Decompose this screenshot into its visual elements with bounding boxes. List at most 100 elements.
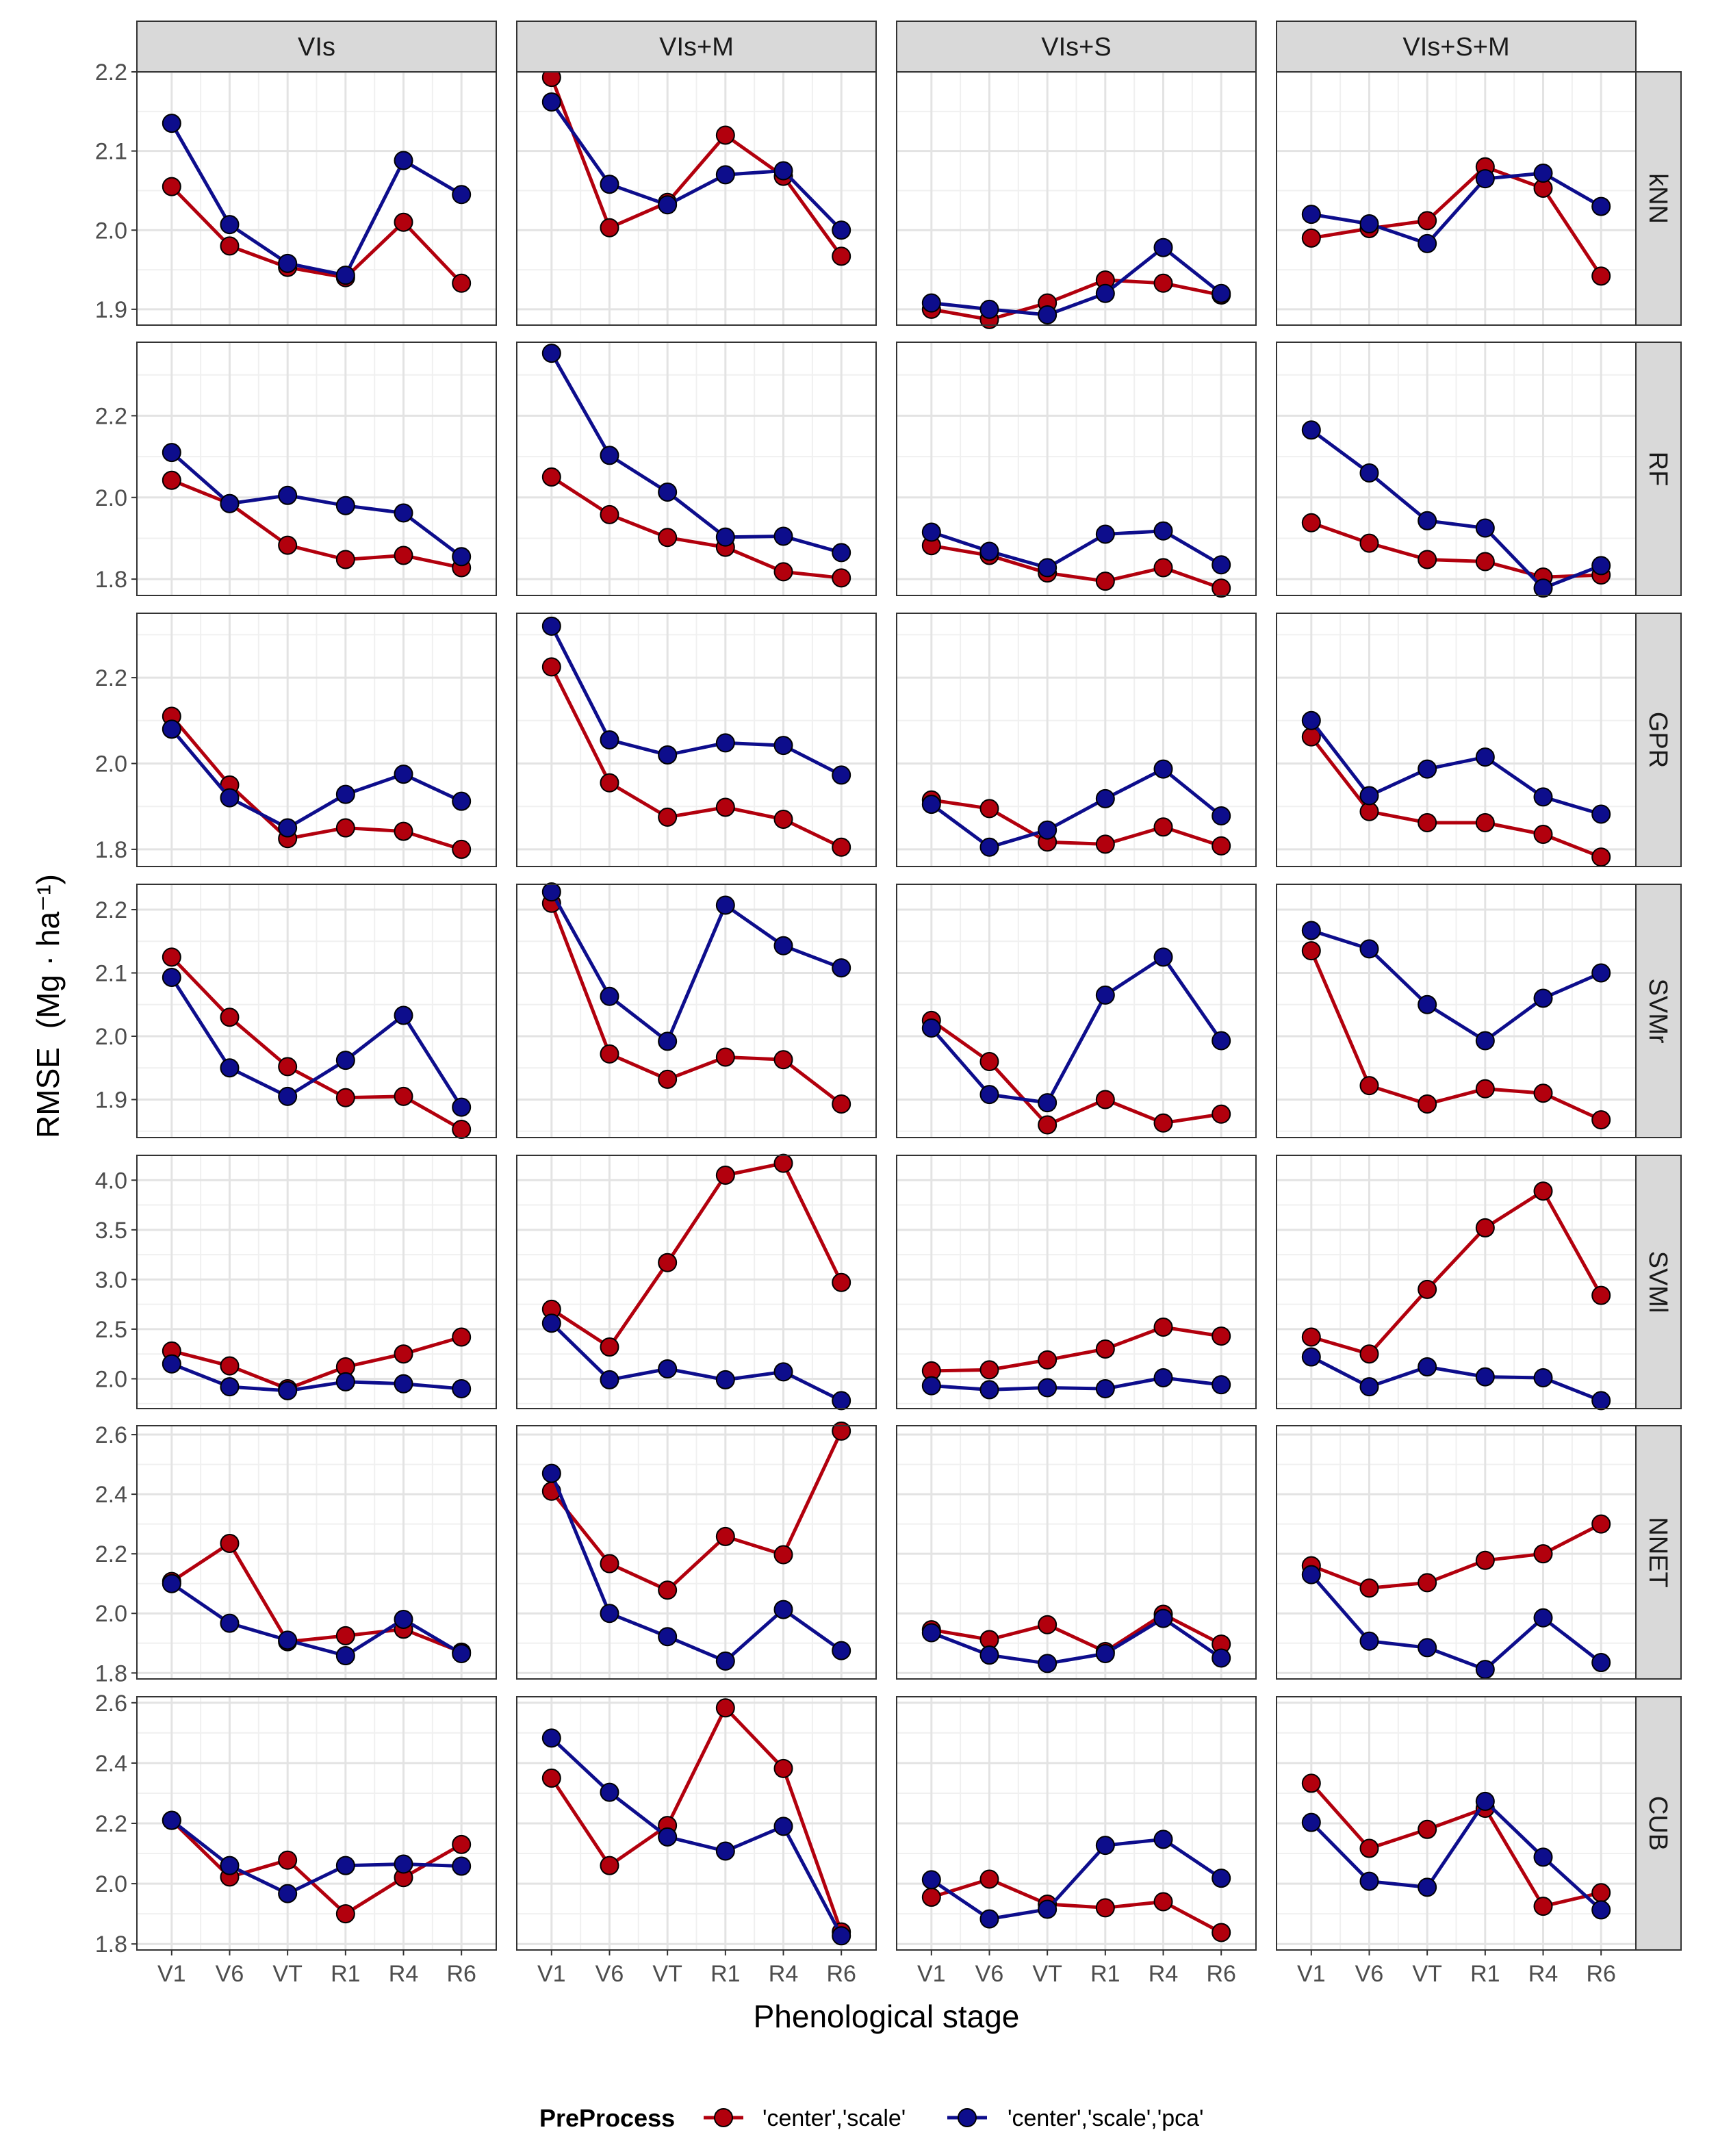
series-center-scale-point-V6 xyxy=(600,1044,619,1064)
series-center-scale-point-R4 xyxy=(1533,1544,1553,1564)
panel-border xyxy=(516,342,877,596)
series-center-scale-point-R4 xyxy=(1153,558,1173,578)
series-center-scale-pca-point-R4 xyxy=(1533,988,1553,1008)
row-strip xyxy=(1635,613,1682,867)
series-center-scale-point-VT xyxy=(278,1850,298,1870)
y-tick-label: 2.0 xyxy=(95,1024,127,1050)
series-center-scale-pca-line xyxy=(1310,1799,1602,1912)
y-tick-label: 3.5 xyxy=(95,1218,127,1244)
series-center-scale-point-V6 xyxy=(600,1337,619,1357)
legend: PreProcess 'center','scale' 'center','sc… xyxy=(539,2104,1204,2132)
y-axis-title-main: RMSE xyxy=(30,1047,66,1138)
series-center-scale-pca-point-R4 xyxy=(394,151,413,170)
panel-VIs+M-NNET xyxy=(516,1421,877,1680)
x-tick-label: R1 xyxy=(1470,1961,1500,1987)
column-strip xyxy=(896,21,1257,73)
panel-border xyxy=(896,613,1257,867)
series-center-scale-point-R4 xyxy=(1153,1892,1173,1912)
panel-VIs+S-SVMl xyxy=(896,1155,1257,1409)
series-center-scale-pca-point-R6 xyxy=(452,1378,472,1398)
series-center-scale-pca-line xyxy=(170,451,463,559)
row-strip-label: SVMr xyxy=(1643,979,1672,1044)
series-center-scale-pca-point-R6 xyxy=(1591,196,1611,216)
series-center-scale-pca-point-V1 xyxy=(921,1623,941,1643)
series-center-scale-point-V6 xyxy=(979,799,999,819)
series-center-scale-pca-line xyxy=(550,101,843,232)
series-center-scale-pca-point-R6 xyxy=(832,765,851,785)
x-tick-label: V1 xyxy=(1297,1961,1326,1987)
series-center-scale-pca-point-V1 xyxy=(1301,205,1321,224)
series-center-scale-pca-point-R1 xyxy=(715,165,735,185)
series-center-scale-pca-point-VT xyxy=(658,483,678,502)
series-center-scale-pca-point-V1 xyxy=(1301,921,1321,940)
series-center-scale-pca-point-R1 xyxy=(1475,169,1495,189)
series-center-scale-point-R6 xyxy=(832,568,851,588)
series-center-scale-pca-point-R1 xyxy=(715,733,735,753)
series-center-scale-point-R6 xyxy=(452,1327,472,1347)
series-center-scale-point-R6 xyxy=(1591,1883,1611,1903)
panel-VIs+S-SVMr xyxy=(896,884,1257,1138)
y-tick-label: 2.0 xyxy=(95,1366,127,1392)
series-center-scale-pca-point-VT xyxy=(1038,558,1057,578)
panel-VIs+M-SVMl xyxy=(516,1153,877,1411)
series-center-scale-pca-point-V6 xyxy=(600,730,619,749)
y-tick-label: 2.2 xyxy=(95,665,127,691)
x-tick-label: R4 xyxy=(1528,1961,1558,1987)
series-center-scale-pca-point-V1 xyxy=(541,1463,561,1483)
series-center-scale-point-R1 xyxy=(715,1526,735,1546)
series-center-scale-point-R6 xyxy=(832,1094,851,1114)
series-center-scale-pca-point-V6 xyxy=(220,493,240,513)
series-center-scale-point-V6 xyxy=(1359,533,1379,553)
row-strip xyxy=(1635,884,1682,1138)
series-center-scale-pca-point-R6 xyxy=(832,1391,851,1411)
series-center-scale-pca-point-R4 xyxy=(1153,238,1173,257)
series-center-scale-line xyxy=(550,1162,843,1349)
row-strip-label: CUB xyxy=(1643,1796,1672,1851)
series-center-scale-point-V6 xyxy=(220,1008,240,1027)
panel-border xyxy=(516,1155,877,1409)
series-center-scale-pca-line xyxy=(931,246,1222,317)
series-center-scale-pca-point-R1 xyxy=(715,1651,735,1671)
x-tick-label: VT xyxy=(272,1961,302,1987)
series-center-scale-point-R1 xyxy=(715,797,735,817)
series-center-scale-pca-point-V1 xyxy=(921,1376,941,1396)
series-center-scale-pca-point-V1 xyxy=(162,1810,181,1830)
x-tick-label: VT xyxy=(1032,1961,1062,1987)
series-center-scale-pca-point-VT xyxy=(1038,1093,1057,1113)
series-center-scale-pca-point-V1 xyxy=(162,443,181,463)
series-center-scale-line xyxy=(550,902,843,1105)
series-center-scale-point-R4 xyxy=(394,1086,413,1106)
series-center-scale-pca-point-VT xyxy=(1038,1378,1057,1398)
panel-VIs+S-RF xyxy=(896,342,1257,598)
series-center-scale-pca-point-VT xyxy=(658,1827,678,1847)
y-tick-label: 4.0 xyxy=(95,1168,127,1194)
series-center-scale-pca-point-R4 xyxy=(773,936,793,955)
series-center-scale-point-V6 xyxy=(979,1052,999,1071)
series-center-scale-point-V1 xyxy=(1301,1773,1321,1793)
series-center-scale-point-R1 xyxy=(715,1166,735,1185)
series-center-scale-pca-point-R6 xyxy=(1591,1653,1611,1673)
series-center-scale-pca-point-V6 xyxy=(600,175,619,194)
x-tick-label: R6 xyxy=(826,1961,856,1987)
series-center-scale-pca-point-R4 xyxy=(773,1362,793,1382)
panel-border xyxy=(896,1425,1257,1680)
series-center-scale-point-R6 xyxy=(1211,578,1231,598)
series-center-scale-point-VT xyxy=(1418,813,1437,833)
series-center-scale-line xyxy=(931,1877,1222,1934)
series-center-scale-pca-point-V6 xyxy=(1359,463,1379,483)
series-center-scale-pca-point-R1 xyxy=(1095,1644,1115,1663)
series-center-scale-pca-point-R4 xyxy=(1153,759,1173,779)
series-center-scale-point-VT xyxy=(278,535,298,555)
panel-VIs+M-GPR xyxy=(516,613,877,867)
series-center-scale-pca-point-V1 xyxy=(162,967,181,987)
column-strip-label: VIs xyxy=(298,33,335,62)
series-center-scale-pca-line xyxy=(170,1582,463,1658)
y-axis-title: RMSE (Mg · ha⁻¹) xyxy=(30,874,66,1138)
series-center-scale-pca-point-R6 xyxy=(452,1856,472,1876)
series-center-scale-pca-point-V6 xyxy=(979,1380,999,1400)
series-center-scale-pca-point-R6 xyxy=(452,185,472,205)
series-center-scale-pca-line xyxy=(550,1472,843,1663)
series-center-scale-pca-point-V6 xyxy=(979,837,999,857)
x-tick-label: V6 xyxy=(216,1961,244,1987)
